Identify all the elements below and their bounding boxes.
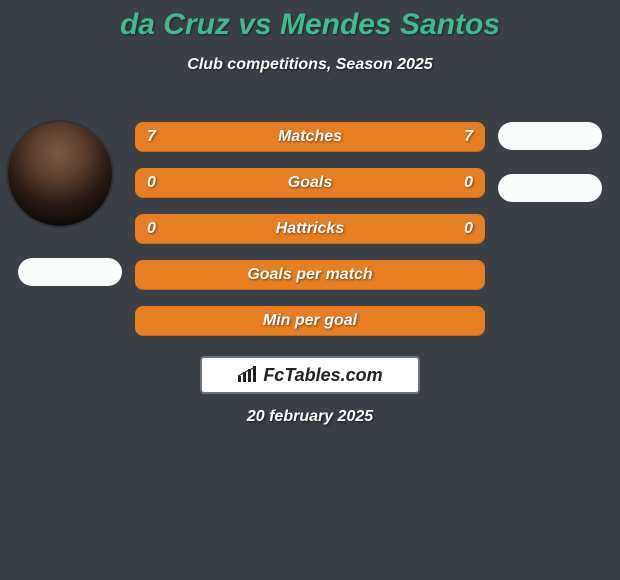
logo-text: FcTables.com [263,365,382,386]
page-subtitle: Club competitions, Season 2025 [0,56,620,74]
stat-label: Hattricks [276,220,344,238]
stat-row-min-per-goal: Min per goal [135,306,485,336]
player-left-avatar [8,122,112,226]
stat-label: Matches [278,128,342,146]
player-right-name-pill [498,174,602,202]
stat-row-goals-per-match: Goals per match [135,260,485,290]
bar-chart-icon [237,366,259,384]
fctables-logo: FcTables.com [200,356,420,394]
player-left-name-pill [18,258,122,286]
stat-row-matches: 7 Matches 7 [135,122,485,152]
stat-rows: 7 Matches 7 0 Goals 0 0 Hattricks 0 Goal… [135,122,485,352]
stat-left-value: 7 [147,128,156,146]
page-title: da Cruz vs Mendes Santos [0,0,620,42]
stat-left-value: 0 [147,220,156,238]
stat-right-value: 7 [464,128,473,146]
stat-label: Min per goal [263,312,357,330]
stat-label: Goals per match [247,266,372,284]
stat-row-hattricks: 0 Hattricks 0 [135,214,485,244]
player-right-avatar-placeholder [498,122,602,150]
stat-right-value: 0 [464,220,473,238]
stat-left-value: 0 [147,174,156,192]
stat-row-goals: 0 Goals 0 [135,168,485,198]
stat-right-value: 0 [464,174,473,192]
date-label: 20 february 2025 [0,408,620,426]
stat-label: Goals [288,174,332,192]
